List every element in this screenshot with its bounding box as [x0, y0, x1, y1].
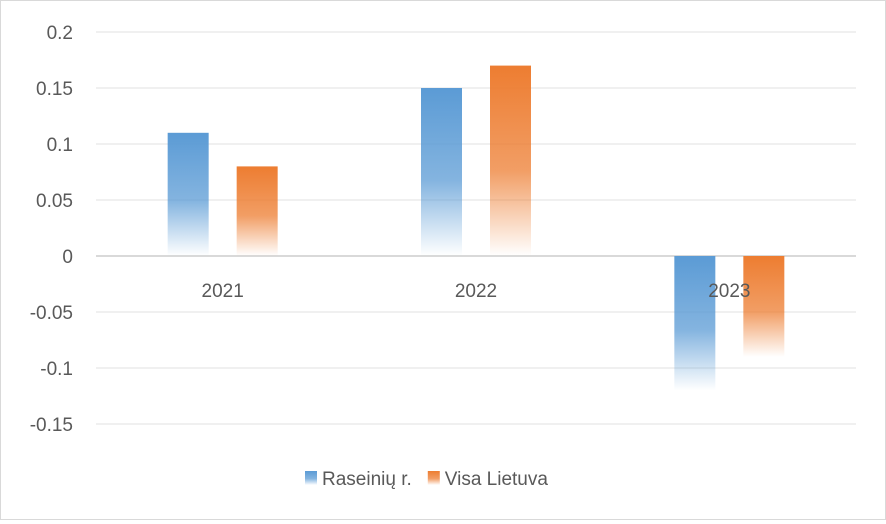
legend-swatch: [305, 471, 317, 485]
y-tick-label: 0.15: [36, 79, 73, 100]
legend-label: Raseinių r.: [322, 469, 412, 490]
bar-raseini-r--2021: [167, 132, 209, 256]
bar-raseini-r--2022: [421, 88, 462, 256]
x-tick-label: 2021: [202, 281, 244, 302]
bar-visa-lietuva-2021: [236, 166, 278, 256]
y-tick-label: -0.15: [30, 415, 73, 436]
bars: [167, 65, 785, 391]
bar-raseini-r--2023: [674, 256, 716, 391]
y-tick-label: -0.05: [30, 303, 73, 324]
y-tick-label: -0.1: [40, 359, 73, 380]
y-tick-label: 0.1: [47, 135, 73, 156]
x-tick-label: 2023: [708, 281, 750, 302]
x-tick-label: 2022: [455, 281, 497, 302]
y-tick-label: 0.2: [47, 23, 73, 44]
x-axis-labels: 2021 2022 2023: [202, 281, 751, 302]
y-axis-ticks: 0.2 0.15 0.1 0.05 0 -0.05 -0.1 -0.15: [30, 23, 73, 436]
gridlines: [96, 31, 856, 425]
legend: Raseinių r. Visa Lietuva: [305, 469, 548, 490]
legend-label: Visa Lietuva: [445, 469, 549, 490]
legend-swatch: [427, 471, 440, 485]
y-tick-label: 0: [62, 247, 73, 268]
bar-visa-lietuva-2023: [743, 256, 785, 357]
bar-visa-lietuva-2022: [490, 65, 531, 256]
y-tick-label: 0.05: [36, 191, 73, 212]
